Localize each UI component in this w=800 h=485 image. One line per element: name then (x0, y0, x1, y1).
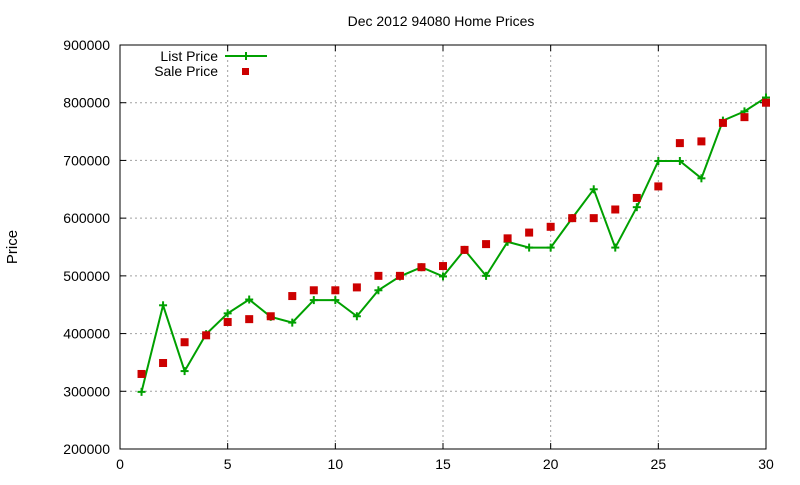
series-sale-price (137, 98, 770, 378)
series-list-price (137, 93, 770, 396)
y-tick-label: 400000 (63, 326, 110, 342)
list-price-point (439, 272, 447, 281)
y-tick-label: 300000 (63, 383, 110, 399)
list-price-point (589, 185, 598, 194)
y-tick-label: 600000 (63, 210, 110, 226)
sale-price-point (675, 139, 684, 148)
x-tick-label: 25 (651, 456, 667, 472)
sale-price-point (589, 214, 598, 223)
x-tick-label: 10 (328, 456, 344, 472)
list-price-point (525, 243, 534, 252)
list-price-point (159, 301, 168, 310)
sale-price-point (266, 312, 275, 321)
y-tick-label: 500000 (63, 268, 110, 284)
chart-title: Dec 2012 94080 Home Prices (348, 13, 535, 29)
sale-price-point (288, 292, 297, 301)
legend: List Price Sale Price (154, 48, 267, 79)
sale-price-point (718, 118, 727, 127)
sale-price-point (460, 245, 469, 254)
x-tick-label: 30 (758, 456, 774, 472)
sale-price-point (180, 338, 189, 347)
sale-price-point (309, 286, 318, 295)
x-tick-label: 15 (435, 456, 451, 472)
sale-price-point (374, 271, 383, 280)
sale-price-point (740, 113, 749, 122)
sale-price-point (503, 234, 512, 243)
y-tick-label: 200000 (63, 441, 110, 457)
legend-list-price-label: List Price (160, 48, 218, 64)
sale-price-point (331, 286, 340, 295)
legend-sale-price-marker (242, 68, 249, 75)
series-layer (137, 93, 770, 396)
grid-layer (120, 45, 766, 449)
sale-price-point (762, 98, 770, 107)
sale-price-point (697, 137, 706, 146)
ticks-layer: 0 5 10 15 20 25 30 200000 300000 400000 500000 6000… (63, 37, 774, 472)
list-price-line (140, 96, 767, 393)
sale-price-point (632, 193, 641, 202)
list-price-point (137, 387, 146, 396)
list-price-point (223, 309, 232, 318)
sale-price-point (525, 228, 534, 237)
list-price-point (611, 243, 620, 252)
list-price-point (352, 312, 361, 321)
y-tick-label: 900000 (63, 37, 110, 53)
sale-price-point (352, 283, 361, 292)
sale-price-point (611, 205, 620, 214)
sale-price-point (245, 315, 254, 324)
list-price-point (331, 296, 340, 305)
list-price-point (697, 174, 706, 183)
list-price-point (632, 203, 641, 212)
x-tick-label: 20 (543, 456, 559, 472)
sale-price-point (568, 214, 577, 223)
legend-list-price-marker (242, 52, 250, 60)
sale-price-point (395, 271, 404, 280)
x-tick-label: 0 (116, 456, 124, 472)
y-tick-label: 700000 (63, 152, 110, 168)
x-tick-label: 5 (224, 456, 232, 472)
list-price-point (482, 271, 491, 280)
y-axis-label: Price (4, 230, 21, 264)
sale-price-point (223, 318, 232, 327)
list-price-point (180, 367, 189, 376)
list-price-point (546, 243, 555, 252)
sale-price-point (546, 222, 555, 231)
list-price-point (245, 295, 254, 304)
list-price-point (654, 157, 663, 166)
list-price-point (288, 318, 297, 327)
list-price-point (675, 157, 684, 166)
list-price-point (374, 286, 383, 295)
sale-price-point (417, 263, 426, 272)
legend-sale-price-label: Sale Price (154, 63, 218, 79)
y-tick-label: 800000 (63, 95, 110, 111)
sale-price-point (482, 240, 491, 249)
sale-price-point (159, 359, 168, 368)
list-price-point (309, 296, 318, 305)
sale-price-point (439, 262, 447, 271)
sale-price-point (137, 369, 146, 378)
sale-price-point (654, 182, 663, 191)
sale-price-point (202, 331, 211, 340)
legend-plus-glyph (242, 52, 250, 60)
